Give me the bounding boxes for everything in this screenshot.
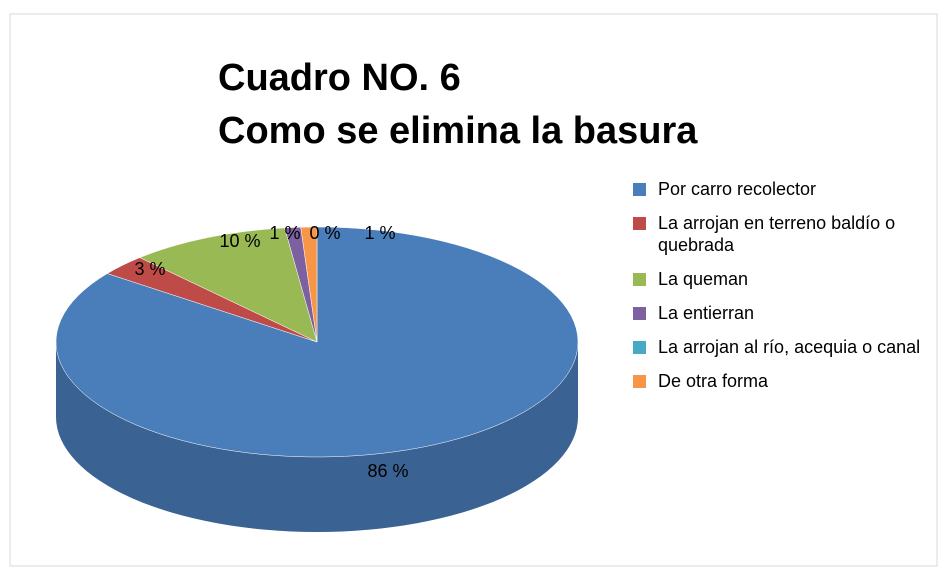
- slice: [139, 227, 318, 343]
- legend-swatch: [633, 307, 646, 320]
- legend-label: De otra forma: [658, 371, 769, 391]
- pie: [55, 226, 579, 532]
- data-label: 10 %: [219, 231, 260, 251]
- legend-swatch: [633, 375, 646, 388]
- legend-label: La arrojan al río, acequia o canal: [658, 337, 921, 357]
- legend-item: La queman: [633, 268, 923, 290]
- legend-label: La queman: [658, 269, 749, 289]
- legend-label: Por carro recolector: [658, 179, 817, 199]
- legend-swatch: [633, 183, 646, 196]
- legend-item: La arrojan al río, acequia o canal: [633, 336, 923, 358]
- chart-title: Como se elimina la basura: [218, 110, 698, 152]
- slice-side: [56, 342, 578, 532]
- slice: [300, 226, 318, 343]
- legend-item: La entierran: [633, 302, 923, 324]
- chart-title: Cuadro NO. 6: [218, 57, 461, 99]
- legend: Por carro recolector La arrojan en terren…: [633, 178, 923, 404]
- legend-item: De otra forma: [633, 370, 923, 392]
- data-label: 86 %: [367, 461, 408, 481]
- data-label: 3 %: [134, 259, 165, 279]
- legend-item: Por carro recolector: [633, 178, 923, 200]
- legend-swatch: [633, 273, 646, 286]
- legend-label: La entierran: [658, 303, 755, 323]
- legend-swatch: [633, 217, 646, 230]
- data-labels: 86 % 3 % 10 % 1 % 0 % 1 %: [134, 223, 408, 481]
- data-label: 1 %: [364, 223, 395, 243]
- legend-item: La arrojan en terreno baldío o quebrada: [633, 212, 923, 256]
- legend-swatch: [633, 341, 646, 354]
- data-label: 1 %: [269, 223, 300, 243]
- data-label: 0 %: [309, 223, 340, 243]
- legend-label: La arrojan en terreno baldío o quebrada: [658, 213, 896, 255]
